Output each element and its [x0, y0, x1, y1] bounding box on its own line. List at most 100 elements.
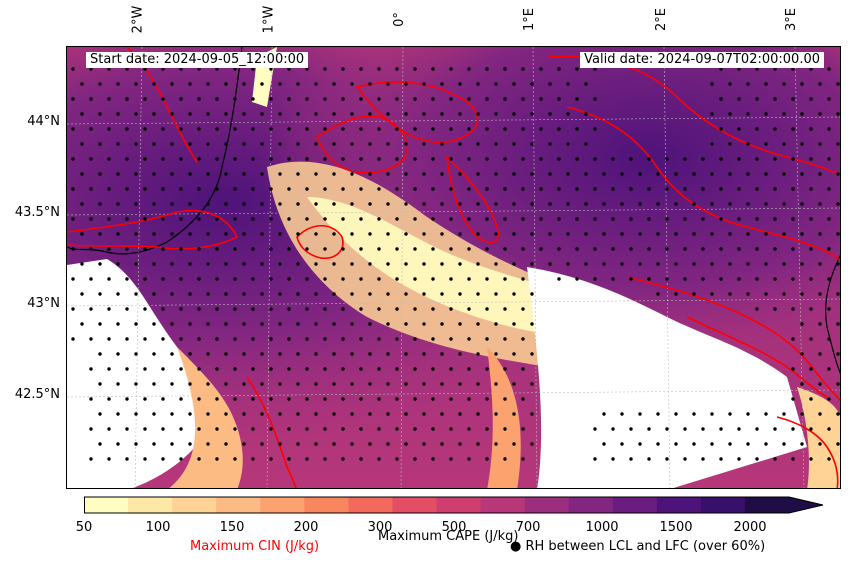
rh-dot	[800, 262, 804, 266]
rh-dot	[116, 112, 120, 116]
cin-contour	[776, 416, 839, 488]
rh-dot	[215, 187, 219, 191]
rh-dot	[782, 262, 786, 266]
rh-dot	[152, 352, 156, 356]
rh-dot	[512, 142, 516, 146]
rh-dot	[134, 112, 138, 116]
rh-dot	[413, 187, 417, 191]
rh-dot	[611, 427, 615, 431]
colorbar-outline	[84, 496, 824, 514]
rh-dot	[638, 202, 642, 206]
coastlines	[67, 47, 840, 374]
rh-dot	[197, 307, 201, 311]
rh-dot	[107, 307, 111, 311]
rh-dot	[341, 427, 345, 431]
rh-dot	[413, 247, 417, 251]
rh-dot	[728, 82, 732, 86]
rh-dot	[800, 292, 804, 296]
rh-dot	[458, 322, 462, 326]
rh-dot	[557, 127, 561, 131]
rh-dot	[305, 367, 309, 371]
rh-dot	[431, 337, 435, 341]
rh-dot	[134, 82, 138, 86]
rh-dot	[638, 232, 642, 236]
rh-dot	[323, 307, 327, 311]
rh-dot	[827, 127, 831, 131]
rh-dot	[161, 67, 165, 71]
rh-dot	[368, 322, 372, 326]
rh-dot	[296, 142, 300, 146]
rh-dot	[809, 97, 813, 101]
rh-dot	[701, 247, 705, 251]
rh-dot	[782, 412, 786, 416]
rh-dot	[404, 262, 408, 266]
rh-dot	[530, 232, 534, 236]
rh-dot	[431, 247, 435, 251]
rh-dot	[278, 232, 282, 236]
colorbar-segment	[216, 497, 261, 513]
rh-dot	[665, 457, 669, 461]
rh-dot	[449, 307, 453, 311]
rh-dot	[818, 322, 822, 326]
rh-dot	[818, 442, 822, 446]
rh-dot	[251, 127, 255, 131]
rh-dot	[530, 112, 534, 116]
rh-dot	[674, 172, 678, 176]
rh-dot	[134, 352, 138, 356]
rh-dot	[746, 172, 750, 176]
rh-dot	[584, 172, 588, 176]
rh-dot	[575, 67, 579, 71]
rh-dot	[440, 232, 444, 236]
rh-dot	[341, 187, 345, 191]
rh-dot	[539, 217, 543, 221]
rh-dot	[593, 97, 597, 101]
rh-dot	[782, 172, 786, 176]
rh-dot	[134, 262, 138, 266]
rh-dot	[566, 172, 570, 176]
rh-dot	[116, 382, 120, 386]
rh-dot	[566, 82, 570, 86]
rh-dot	[332, 142, 336, 146]
coastline-mediterranean	[825, 254, 840, 374]
rh-dot	[242, 82, 246, 86]
rh-dot	[602, 202, 606, 206]
lon-tick-0: 0°	[391, 12, 407, 27]
rh-dot	[647, 277, 651, 281]
rh-dot	[116, 172, 120, 176]
rh-dot	[512, 412, 516, 416]
rh-dot	[809, 457, 813, 461]
rh-dot	[125, 337, 129, 341]
rh-dot	[683, 157, 687, 161]
rh-dot	[791, 217, 795, 221]
rh-dot	[350, 232, 354, 236]
rh-dot	[521, 67, 525, 71]
rh-dot	[296, 352, 300, 356]
rh-dot	[683, 427, 687, 431]
rh-dot	[251, 157, 255, 161]
rh-dot	[413, 67, 417, 71]
rh-dot	[557, 217, 561, 221]
rh-dot	[809, 157, 813, 161]
rh-dot	[638, 412, 642, 416]
rh-dot	[377, 127, 381, 131]
rh-dot	[98, 112, 102, 116]
rh-dot	[800, 442, 804, 446]
rh-dot	[386, 442, 390, 446]
rh-dot	[791, 97, 795, 101]
rh-dot	[323, 217, 327, 221]
rh-dot	[503, 277, 507, 281]
rh-dot	[413, 367, 417, 371]
rh-dot	[764, 112, 768, 116]
rh-dot	[188, 382, 192, 386]
rh-dot	[791, 127, 795, 131]
rh-dot	[836, 352, 840, 356]
rh-dot	[179, 97, 183, 101]
rh-dot	[764, 442, 768, 446]
rh-dot	[251, 337, 255, 341]
rh-dot	[296, 262, 300, 266]
rh-dot	[386, 382, 390, 386]
rh-dot	[431, 367, 435, 371]
rh-dot	[602, 172, 606, 176]
rh-dot	[296, 442, 300, 446]
rh-dot	[791, 337, 795, 341]
